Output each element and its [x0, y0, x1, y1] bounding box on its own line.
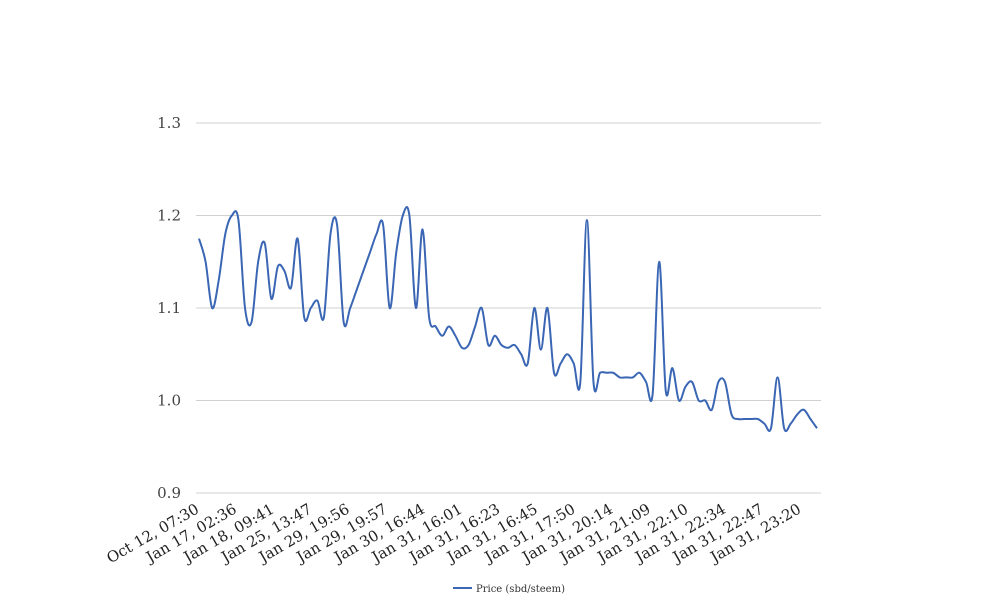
- y-tick-label: 1.0: [157, 392, 181, 410]
- y-tick-label: 1.1: [157, 299, 181, 317]
- gridlines: [196, 122, 821, 494]
- y-tick-label: 0.9: [157, 484, 181, 502]
- legend-label: Price (sbd/steem): [476, 584, 565, 595]
- y-tick-label: 1.2: [157, 207, 181, 225]
- series-line: [198, 206, 818, 433]
- legend: Price (sbd/steem): [453, 584, 565, 595]
- y-axis-ticks: 0.9 1.0 1.1 1.2 1.3: [157, 114, 181, 502]
- series-layer: [198, 206, 818, 433]
- y-tick-label: 1.3: [157, 114, 181, 132]
